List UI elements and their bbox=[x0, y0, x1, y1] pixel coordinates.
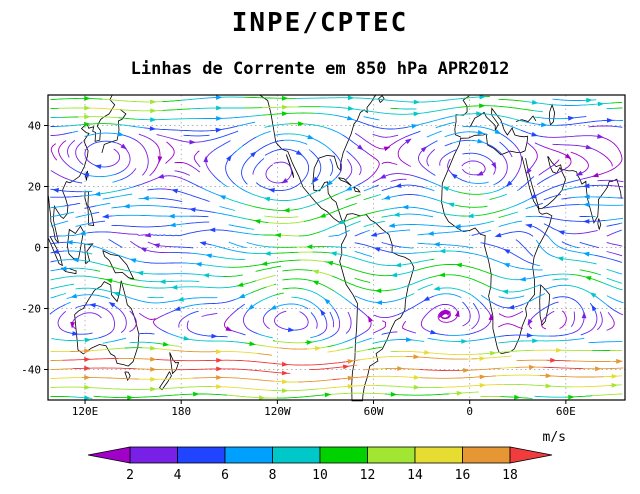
axis-labels: 120E 180 120W 60W 0 60E 40 20 0 -20 -40 bbox=[21, 120, 576, 419]
streamline-speed-band-4 bbox=[50, 96, 623, 399]
x-tick-label: 60W bbox=[364, 405, 384, 418]
streamline-arrowheads-0 bbox=[70, 146, 599, 332]
colorbar-left-arrow bbox=[87, 446, 131, 464]
colorbar-tick-label: 2 bbox=[126, 468, 134, 483]
streamline-speed-band-6 bbox=[50, 98, 623, 399]
colorbar-units-label: m/s bbox=[543, 430, 566, 445]
colorbar-segment bbox=[367, 446, 416, 464]
colorbar-segment bbox=[129, 446, 178, 464]
coastlines bbox=[48, 94, 622, 402]
y-tick-label: -20 bbox=[21, 303, 41, 316]
colorbar-tick-label: 18 bbox=[502, 468, 518, 483]
x-tick-label: 120W bbox=[264, 405, 291, 418]
colorbar-segment bbox=[177, 446, 226, 464]
streamline-speed-band-3 bbox=[50, 96, 624, 344]
y-tick-label: 0 bbox=[34, 242, 41, 255]
colorbar-tick-label: 8 bbox=[269, 468, 277, 483]
coastline-path bbox=[48, 94, 622, 402]
streamline-speed-band-8 bbox=[50, 347, 624, 383]
x-tick-label: 0 bbox=[466, 405, 473, 418]
x-tick-label: 180 bbox=[171, 405, 191, 418]
colorbar: 2 4 6 8 10 12 14 16 18 m/s bbox=[87, 430, 566, 483]
colorbar-tick-label: 12 bbox=[360, 468, 376, 483]
colorbar-tick-label: 10 bbox=[312, 468, 328, 483]
grid-lines bbox=[48, 95, 625, 400]
colorbar-segment bbox=[319, 446, 368, 464]
page-title: INPE/CPTEC bbox=[231, 8, 409, 38]
colorbar-tick-label: 16 bbox=[455, 468, 471, 483]
colorbar-tick-label: 6 bbox=[221, 468, 229, 483]
streamline-arrowheads-5 bbox=[84, 95, 592, 401]
streamline-arrowheads-1 bbox=[120, 133, 604, 326]
streamline-arrowheads-3 bbox=[60, 95, 590, 342]
colorbar-segment bbox=[462, 446, 511, 464]
streamline-speed-band-2 bbox=[49, 115, 624, 339]
y-tick-label: 20 bbox=[28, 181, 41, 194]
streamlines bbox=[49, 94, 624, 401]
colorbar-tick-label: 14 bbox=[407, 468, 423, 483]
colorbar-segment bbox=[224, 446, 273, 464]
colorbar-right-arrow bbox=[509, 446, 553, 464]
y-tick-label: 40 bbox=[28, 120, 41, 133]
streamline-speed-band-7 bbox=[50, 107, 622, 391]
streamline-speed-band-0 bbox=[50, 136, 623, 331]
colorbar-segment bbox=[272, 446, 321, 464]
x-tick-label: 60E bbox=[556, 405, 576, 418]
colorbar-segment bbox=[414, 446, 463, 464]
map-frame bbox=[44, 94, 626, 404]
y-tick-label: -40 bbox=[21, 364, 41, 377]
streamline-speed-band-9 bbox=[62, 357, 584, 381]
x-tick-label: 120E bbox=[72, 405, 99, 418]
colorbar-tick-label: 4 bbox=[174, 468, 182, 483]
chart-subtitle: Linhas de Corrente em 850 hPa APR2012 bbox=[130, 59, 510, 79]
streamline-arrowheads-2 bbox=[52, 115, 614, 339]
